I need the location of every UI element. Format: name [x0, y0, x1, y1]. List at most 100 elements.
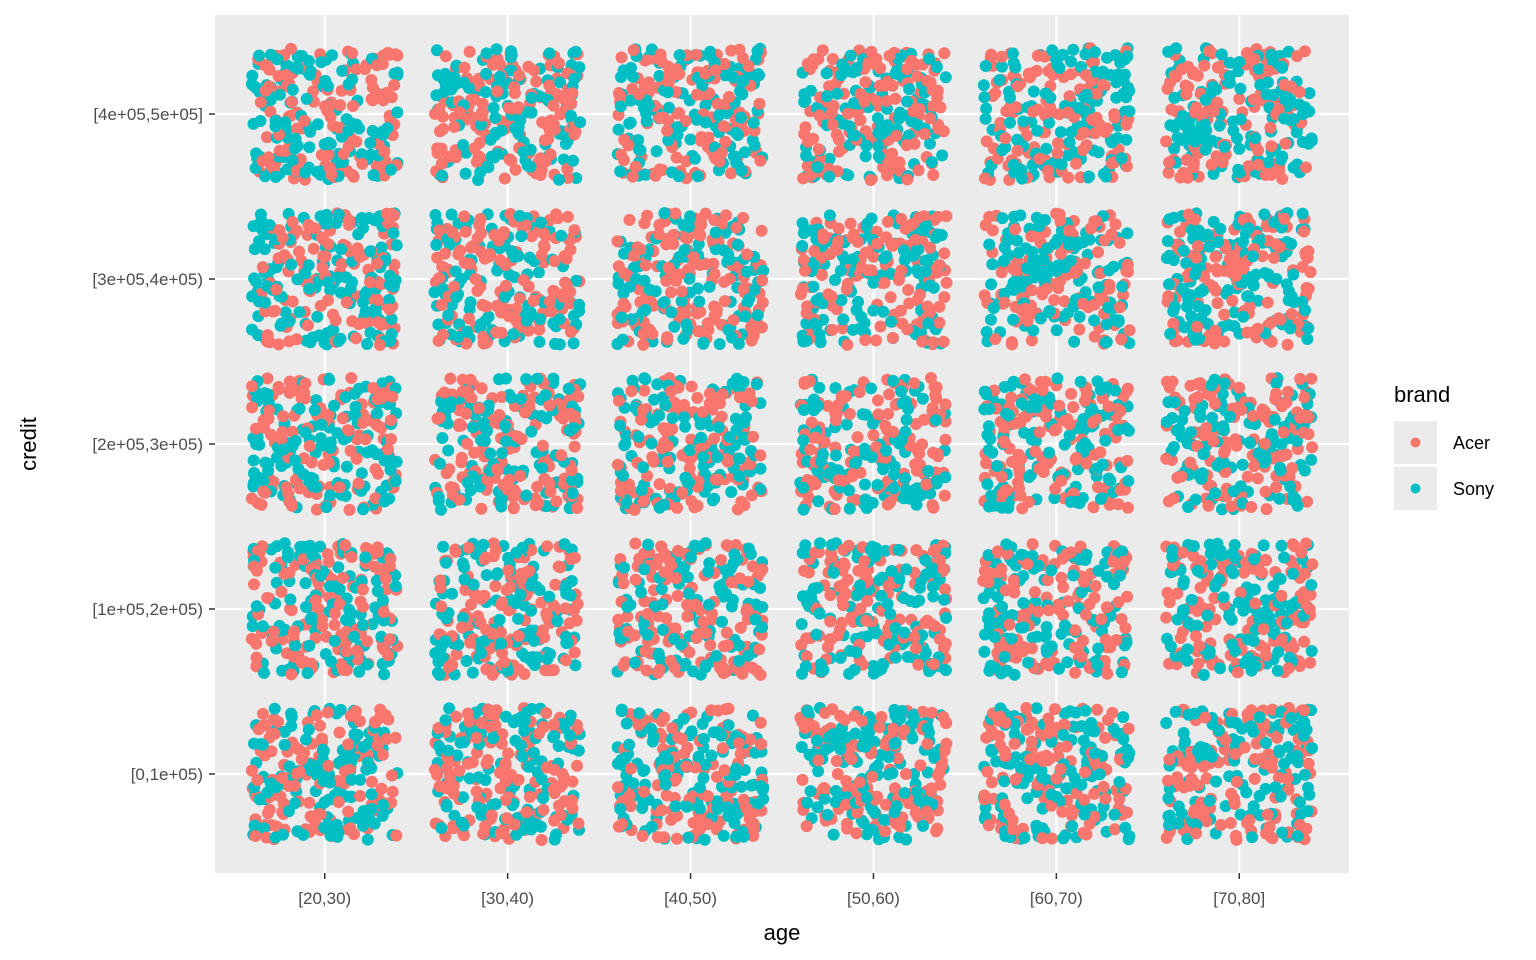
- data-point-acer: [938, 489, 951, 502]
- data-point-sony: [614, 803, 627, 815]
- data-point-acer: [299, 377, 312, 390]
- data-point-sony: [475, 434, 487, 446]
- data-point-sony: [683, 272, 696, 285]
- data-point-acer: [655, 804, 668, 817]
- data-point-acer: [666, 722, 679, 734]
- data-point-sony: [391, 69, 404, 81]
- data-point-sony: [299, 166, 312, 179]
- data-point-acer: [735, 495, 748, 508]
- data-point-sony: [888, 737, 901, 750]
- data-point-acer: [566, 794, 578, 807]
- data-point-acer: [283, 495, 296, 508]
- data-point-sony: [866, 804, 879, 816]
- data-point-acer: [661, 124, 674, 137]
- data-point-sony: [539, 389, 552, 401]
- data-point-sony: [669, 800, 682, 813]
- data-point-acer: [383, 633, 396, 646]
- data-point-acer: [268, 727, 281, 740]
- data-point-acer: [248, 578, 260, 591]
- data-point-acer: [518, 668, 531, 680]
- data-point-sony: [269, 120, 282, 133]
- data-point-sony: [617, 469, 629, 482]
- data-point-acer: [542, 664, 555, 677]
- data-point-sony: [808, 317, 821, 330]
- data-point-sony: [917, 819, 929, 832]
- data-point-acer: [824, 615, 837, 628]
- data-point-sony: [567, 154, 579, 167]
- data-point-acer: [354, 790, 366, 802]
- data-point-sony: [436, 432, 449, 444]
- data-point-sony: [378, 668, 391, 681]
- data-point-sony: [304, 125, 317, 138]
- data-point-sony: [555, 229, 568, 242]
- data-point-sony: [900, 413, 913, 426]
- data-point-sony: [324, 436, 337, 449]
- data-point-sony: [362, 756, 374, 769]
- data-point-acer: [920, 478, 933, 491]
- data-point-acer: [502, 564, 515, 577]
- data-point-sony: [850, 646, 863, 659]
- data-point-acer: [267, 625, 280, 638]
- data-point-sony: [850, 61, 863, 74]
- data-point-sony: [840, 418, 853, 431]
- data-point-sony: [458, 573, 471, 586]
- data-point-sony: [456, 816, 468, 829]
- data-point-acer: [875, 711, 888, 723]
- data-point-acer: [272, 70, 285, 82]
- data-point-acer: [377, 642, 390, 654]
- data-point-sony: [247, 454, 260, 467]
- data-point-sony: [922, 465, 935, 477]
- data-point-acer: [559, 654, 572, 667]
- data-point-acer: [499, 794, 512, 807]
- data-point-sony: [677, 332, 690, 345]
- data-point-sony: [278, 725, 291, 738]
- data-point-acer: [259, 84, 272, 97]
- data-point-sony: [346, 73, 359, 86]
- data-point-acer: [753, 97, 766, 110]
- data-point-sony: [433, 457, 446, 470]
- data-point-acer: [622, 482, 635, 495]
- data-point-acer: [321, 706, 334, 719]
- data-point-acer: [370, 59, 383, 72]
- data-point-acer: [382, 443, 394, 456]
- data-point-sony: [627, 777, 640, 790]
- data-point-sony: [323, 373, 336, 386]
- data-point-sony: [735, 164, 748, 177]
- data-point-acer: [329, 314, 342, 327]
- data-point-sony: [807, 280, 820, 293]
- data-point-acer: [879, 79, 892, 92]
- data-point-sony: [361, 658, 374, 671]
- data-point-sony: [320, 501, 333, 514]
- data-point-sony: [847, 253, 859, 266]
- data-point-acer: [439, 50, 452, 63]
- data-point-acer: [508, 818, 521, 831]
- data-point-sony: [860, 220, 873, 233]
- data-point-acer: [716, 742, 729, 755]
- data-point-sony: [457, 76, 470, 89]
- data-point-sony: [300, 733, 312, 746]
- data-point-sony: [801, 796, 814, 809]
- data-point-acer: [446, 226, 459, 239]
- data-point-sony: [285, 258, 298, 271]
- data-point-sony: [291, 50, 304, 63]
- data-point-acer: [860, 614, 873, 627]
- data-point-acer: [365, 93, 378, 105]
- data-point-sony: [751, 45, 764, 57]
- data-point-sony: [821, 808, 834, 821]
- data-point-acer: [901, 323, 914, 336]
- data-point-sony: [311, 118, 324, 131]
- data-point-sony: [561, 637, 574, 649]
- data-point-sony: [494, 637, 507, 650]
- data-point-sony: [454, 736, 467, 749]
- data-point-sony: [711, 451, 723, 464]
- data-point-sony: [246, 290, 259, 303]
- data-point-sony: [716, 615, 728, 628]
- data-point-acer: [433, 224, 446, 237]
- data-point-acer: [469, 273, 482, 285]
- data-point-acer: [879, 825, 891, 838]
- data-point-acer: [638, 384, 651, 397]
- data-point-acer: [550, 208, 562, 221]
- data-point-sony: [712, 421, 725, 434]
- data-point-sony: [316, 743, 329, 756]
- data-point-acer: [433, 272, 446, 284]
